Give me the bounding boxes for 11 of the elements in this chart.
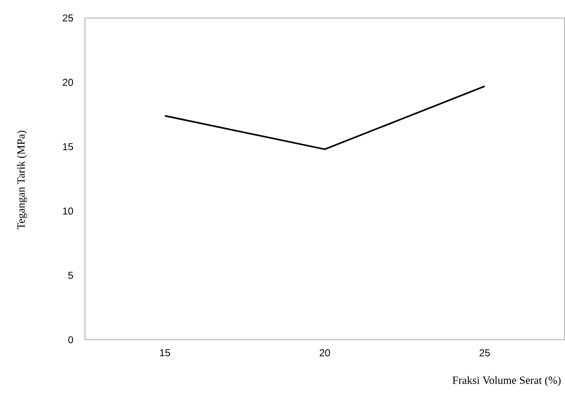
y-tick-label: 0 — [68, 336, 74, 344]
x-tick-label: 15 — [160, 349, 170, 356]
y-tick-label: 25 — [62, 14, 73, 22]
x-tick-label: 25 — [480, 349, 490, 356]
y-tick-label: 10 — [63, 208, 74, 215]
x-tick-label: 20 — [320, 349, 330, 356]
y-axis-title: Tegangan Tarik (MPa) — [17, 130, 27, 230]
x-axis-title: Fraksi Volume Serat (%) — [452, 376, 561, 386]
y-tick-label: 20 — [62, 78, 74, 86]
y-tick-label: 15 — [63, 143, 73, 150]
y-tick-label: 5 — [68, 272, 73, 280]
